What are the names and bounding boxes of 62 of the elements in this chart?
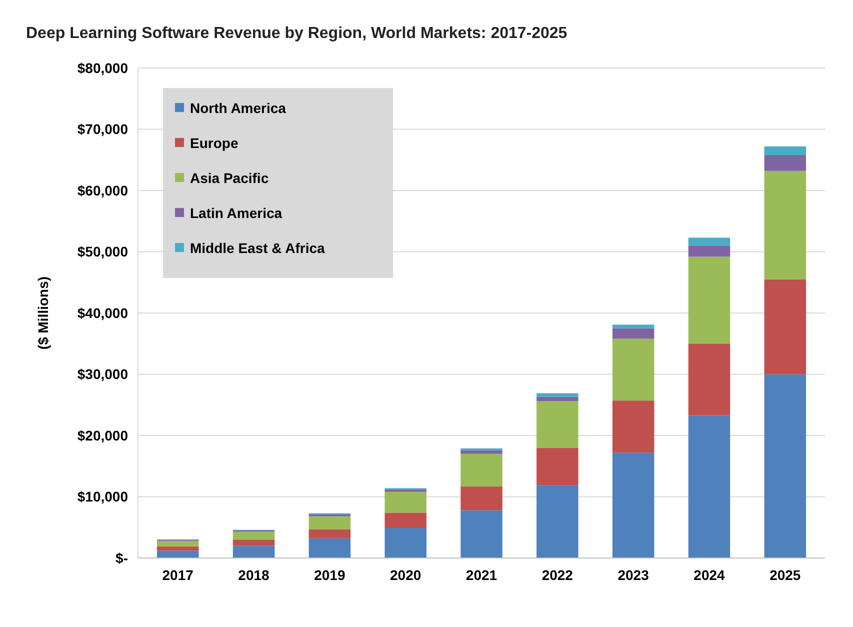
- y-tick-label: $30,000: [77, 366, 128, 382]
- bar: [612, 338, 654, 401]
- x-tick-label: 2022: [542, 567, 574, 583]
- bar: [156, 550, 199, 558]
- y-tick-label: $10,000: [77, 488, 128, 505]
- x-tick-label: 2018: [238, 567, 270, 583]
- bar: [536, 401, 578, 448]
- x-tick-label: 2017: [162, 567, 194, 583]
- bar: [764, 170, 806, 280]
- bar: [612, 328, 654, 339]
- bar: [384, 489, 426, 492]
- y-tick-label: $40,000: [77, 304, 128, 321]
- bar: [156, 546, 199, 551]
- x-tick-label: 2023: [618, 567, 650, 583]
- x-tick-label: 2020: [390, 567, 422, 583]
- y-tick-label: $-: [116, 550, 128, 566]
- legend-label: North America: [190, 100, 286, 116]
- x-tick-label: 2019: [314, 567, 346, 583]
- bar: [536, 393, 578, 397]
- bar: [156, 540, 199, 546]
- bar: [764, 374, 806, 558]
- bar: [688, 246, 730, 257]
- bar: [460, 450, 502, 454]
- bar: [308, 538, 351, 558]
- bar: [688, 256, 730, 344]
- legend-label: Latin America: [190, 204, 282, 221]
- legend-label: Middle East & Africa: [190, 240, 326, 256]
- bar: [232, 532, 275, 540]
- y-tick-label: $20,000: [77, 427, 128, 444]
- bar: [688, 415, 730, 558]
- legend-label: Asia Pacific: [190, 170, 269, 186]
- bar: [460, 454, 502, 486]
- bar: [308, 516, 351, 530]
- y-tick-label: $50,000: [77, 244, 128, 260]
- bar: [232, 540, 275, 546]
- y-tick-label: $60,000: [77, 182, 128, 198]
- x-tick-label: 2025: [770, 567, 801, 583]
- bar: [764, 146, 806, 155]
- x-tick-label: 2021: [466, 567, 498, 583]
- bar: [384, 492, 426, 513]
- bar: [536, 448, 578, 486]
- bar: [384, 528, 426, 558]
- legend-label: Europe: [190, 134, 238, 151]
- bar: [308, 529, 351, 538]
- bar: [764, 279, 806, 374]
- y-tick-label: $70,000: [77, 121, 128, 138]
- bar: [688, 344, 730, 416]
- bar: [612, 324, 654, 328]
- x-tick-label: 2024: [694, 567, 726, 583]
- bar: [688, 238, 730, 246]
- bar: [536, 485, 578, 558]
- bar: [460, 486, 502, 510]
- bar: [764, 154, 806, 171]
- y-axis-title: ($ Millions): [35, 276, 51, 350]
- bar: [612, 400, 654, 453]
- bar: [536, 396, 578, 402]
- bar: [384, 512, 426, 528]
- y-tick-label: $80,000: [77, 60, 128, 76]
- bar: [612, 452, 654, 558]
- bar: [460, 510, 502, 558]
- bar: [232, 546, 275, 558]
- chart-title: Deep Learning Software Revenue by Region, World Markets: 2017-2025: [26, 25, 568, 42]
